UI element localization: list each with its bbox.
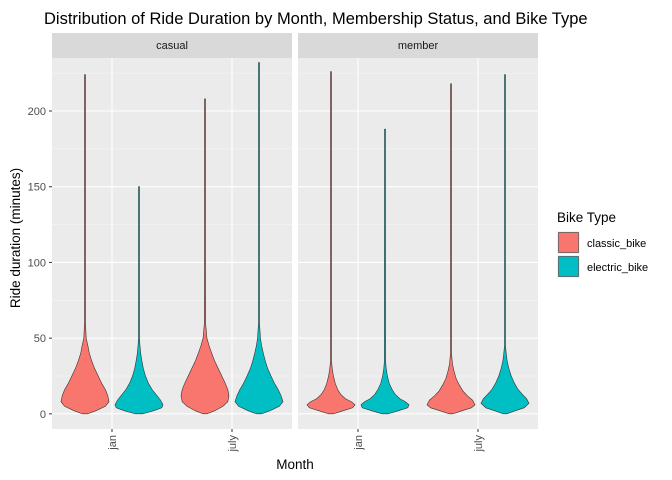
chart-title: Distribution of Ride Duration by Month, …: [44, 10, 588, 28]
y-tick-label: 200: [28, 106, 46, 118]
violin-member-jan-classic_bike: [306, 71, 356, 415]
legend-label-classic_bike: classic_bike: [587, 238, 646, 250]
y-tick-label: 50: [34, 333, 46, 345]
violin-casual-jan-electric_bike: [114, 186, 164, 415]
facet-strip-label: casual: [156, 40, 188, 52]
x-axis: jan july jan july: [107, 429, 485, 453]
legend-swatch-classic_bike: [558, 232, 579, 253]
legend-swatch-electric_bike: [558, 256, 579, 277]
x-tick-label: jan: [107, 435, 119, 451]
y-axis-title: Ride duration (minutes): [8, 168, 23, 308]
y-tick-label: 100: [28, 257, 46, 269]
x-tick-label: july: [473, 435, 485, 453]
violin-member-july-classic_bike: [426, 83, 476, 415]
y-axis: 0 50 100 150 200: [28, 106, 52, 421]
facet-panel-casual: casual: [52, 33, 292, 429]
violin-casual-july-classic_bike: [180, 98, 230, 415]
violin-casual-july-electric_bike: [234, 62, 284, 415]
legend-title: Bike Type: [557, 210, 616, 225]
facet-panel-member: member: [298, 33, 538, 429]
x-axis-title: Month: [276, 457, 314, 472]
facet-strip: [298, 33, 538, 58]
legend: Bike Type classic_bike electric_bike: [557, 210, 648, 278]
x-tick-label: jan: [353, 435, 365, 451]
violin-member-jan-electric_bike: [360, 128, 410, 415]
facet-strip-label: member: [398, 40, 439, 52]
y-tick-label: 0: [40, 409, 46, 421]
violin-casual-jan-classic_bike: [60, 74, 110, 415]
legend-label-electric_bike: electric_bike: [587, 262, 648, 274]
facet-panels: casual member: [52, 33, 538, 429]
facet-strip: [52, 33, 292, 58]
y-tick-label: 150: [28, 182, 46, 194]
panel-background: [298, 58, 538, 429]
x-tick-label: july: [227, 435, 239, 453]
violin-member-july-electric_bike: [480, 74, 530, 415]
